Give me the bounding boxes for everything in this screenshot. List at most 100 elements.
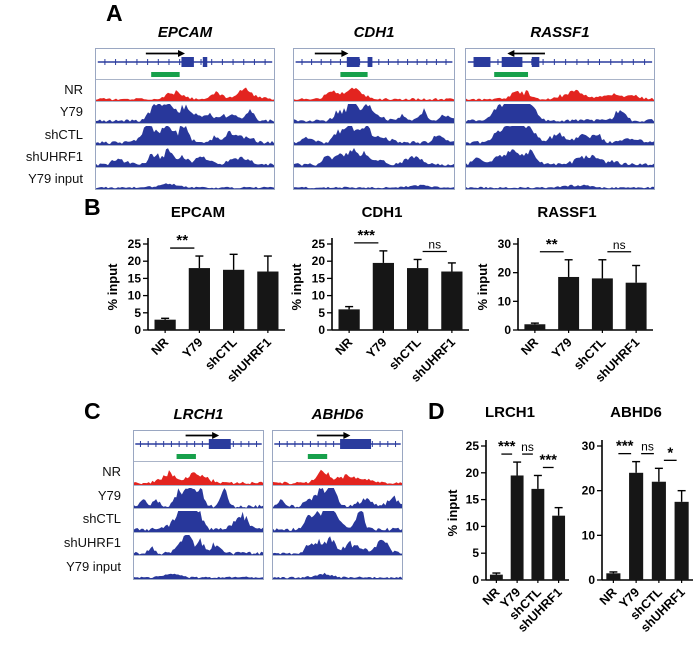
significance-label: * (667, 444, 673, 461)
bar-chart-rassf1: RASSF1 0 10 20 30% input NR Y79 shCTL shUHRF1 **… (476, 204, 658, 388)
track-row-label-shuhrf1: shUHRF1 (63, 535, 121, 551)
coverage-svg (466, 104, 654, 123)
track-row-label-y79: Y79 (59, 104, 83, 120)
bar-chart-epcam: EPCAM 0 5 10 15 20 25% input NR Y79 shCTL shUHRF1… (106, 204, 290, 388)
gene-model-svg (295, 50, 453, 77)
coverage-svg (96, 148, 274, 167)
category-label-Y79: Y79 (364, 335, 390, 361)
panel-label-c: C (84, 398, 101, 424)
bar-chart-lrch1: LRCH1 0 5 10 15 20 25% input NR Y79 shCTL shUHRF1… (446, 404, 574, 644)
coverage-signal (466, 104, 654, 123)
bar-shCTL (651, 481, 666, 580)
y-axis-label: % input (476, 263, 490, 311)
y-tick-label: 10 (466, 519, 480, 533)
cpg-island-bar (494, 72, 529, 77)
bar-shUHRF1 (441, 271, 463, 330)
coverage-svg (273, 487, 402, 509)
exon-block (531, 57, 540, 67)
coverage-track-nr (466, 79, 654, 101)
coverage-svg (294, 87, 454, 101)
transcription-arrow-icon (343, 432, 351, 439)
coverage-track-y79 (466, 101, 654, 123)
coverage-track-nr (134, 461, 263, 485)
chart-title-abhd6: ABHD6 (610, 404, 662, 421)
coverage-track-shuhrf1 (134, 531, 263, 556)
y-axis-label: % input (446, 489, 460, 537)
y-tick-label: 15 (128, 271, 142, 285)
bar-shUHRF1 (625, 282, 647, 330)
bar-Y79 (629, 472, 644, 580)
coverage-svg (96, 87, 274, 101)
track-row-labels-a: NR Y79 shCTL shUHRF1 Y79 input (2, 78, 90, 190)
y-tick-label: 10 (128, 289, 142, 303)
exon-block (340, 439, 372, 449)
coverage-svg (273, 469, 402, 485)
y-tick-label: 0 (504, 323, 511, 337)
coverage-signal (294, 87, 454, 101)
bar-shUHRF1 (257, 271, 279, 330)
coverage-svg (466, 184, 654, 189)
gene-model (134, 431, 263, 461)
y-tick-label: 20 (466, 466, 480, 480)
coverage-svg (294, 126, 454, 145)
significance-label: ** (176, 232, 188, 249)
coverage-track-nr (96, 79, 274, 101)
y-tick-label: 5 (472, 546, 479, 560)
coverage-track-y79 (273, 484, 402, 509)
bar-NR (338, 309, 360, 330)
coverage-track-shctl (134, 508, 263, 532)
panel-label-b: B (84, 194, 101, 220)
coverage-track-y79-input (466, 167, 654, 189)
coverage-svg (273, 573, 402, 579)
cpg-island-bar (176, 454, 196, 459)
cpg-island-bar (307, 454, 328, 459)
coverage-svg (134, 470, 263, 485)
coverage-svg (96, 126, 274, 145)
gene-title-rassf1: RASSF1 (530, 24, 590, 41)
y-tick-label: 0 (318, 323, 325, 337)
coverage-signal (134, 511, 263, 532)
coverage-svg (466, 89, 654, 101)
gene-model (294, 49, 454, 79)
significance-label: ** (546, 236, 558, 253)
coverage-track-shctl (294, 123, 454, 145)
transcription-arrow-icon (507, 50, 515, 57)
chart-title-rassf1: RASSF1 (537, 204, 597, 221)
y-tick-label: 15 (312, 271, 326, 285)
bar-shCTL (223, 269, 245, 330)
y-tick-label: 20 (128, 254, 142, 268)
coverage-track-shuhrf1 (96, 145, 274, 167)
coverage-track-y79 (294, 101, 454, 123)
chart-title-epcam: EPCAM (170, 204, 226, 221)
genome-tracks-rassf1 (465, 48, 655, 190)
coverage-signal (96, 104, 274, 123)
y-axis-label: % input (106, 263, 120, 311)
coverage-svg (294, 148, 454, 167)
coverage-signal (466, 184, 654, 189)
category-label-Y79: Y79 (549, 335, 575, 361)
coverage-track-y79 (96, 101, 274, 123)
track-row-label-y79-input: Y79 input (66, 558, 121, 574)
coverage-signal (294, 126, 454, 145)
genome-tracks-lrch1 (133, 430, 264, 580)
transcription-arrow-icon (341, 50, 349, 57)
coverage-signal (134, 487, 263, 509)
coverage-svg (96, 104, 274, 123)
y-tick-label: 0 (588, 573, 595, 587)
genome-tracks-cdh1 (293, 48, 455, 190)
coverage-svg (134, 487, 263, 509)
coverage-svg (466, 126, 654, 145)
coverage-signal (294, 148, 454, 167)
coverage-track-y79 (134, 484, 263, 509)
coverage-svg (273, 511, 402, 532)
significance-label: *** (539, 451, 557, 468)
coverage-signal (273, 573, 402, 579)
y-tick-label: 30 (498, 237, 512, 251)
track-row-label-nr: NR (64, 81, 83, 97)
gene-model-svg (467, 50, 653, 77)
y-tick-label: 20 (498, 266, 512, 280)
bar-chart-abhd6: ABHD6 0 10 20 30 NR Y79 shCTL shUHRF1 *** ns * (574, 404, 698, 644)
gene-title-lrch1: LRCH1 (173, 406, 224, 423)
